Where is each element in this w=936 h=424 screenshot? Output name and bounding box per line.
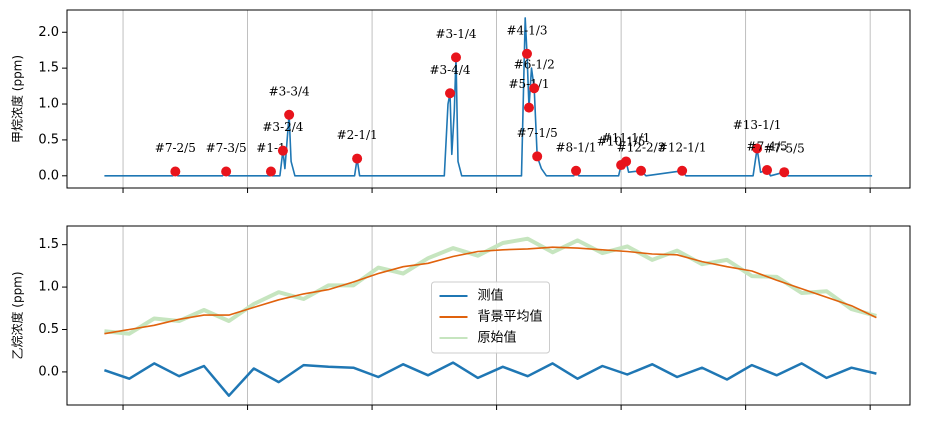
y-tick-label: 0.5 (38, 322, 59, 337)
peak-label: #5-1/1 (508, 77, 549, 91)
peak-label: #7-1/5 (517, 126, 558, 140)
peak-label: #12-2/3 (617, 140, 666, 154)
peak-point (284, 109, 295, 120)
peak-point (529, 83, 540, 94)
y-axis-label: 甲烷浓度 (ppm) (10, 55, 25, 143)
peak-label: #7-4/5 (747, 140, 788, 154)
line-series (104, 246, 877, 335)
peak-label: #7-2/5 (155, 141, 196, 155)
peak-point (521, 48, 532, 59)
legend-label: 原始值 (478, 330, 517, 346)
y-tick-label: 1.0 (38, 97, 59, 112)
plot-area (103, 236, 877, 397)
y-tick-label: 0.5 (38, 132, 59, 147)
peak-point (677, 165, 688, 176)
peak-label: #11-1/1 (602, 131, 651, 145)
peak-point (621, 156, 632, 167)
peak-point (779, 167, 790, 178)
peak-label: #3-3/4 (269, 84, 310, 98)
peak-label: #3-4/4 (429, 63, 470, 77)
y-axis-label: 乙烷浓度 (ppm) (10, 271, 25, 359)
y-tick-label: 2.0 (38, 25, 59, 40)
peak-point (523, 102, 534, 113)
legend-label: 测值 (478, 288, 504, 304)
peak-point (636, 165, 647, 176)
peak-point (445, 88, 456, 99)
line-series (103, 361, 877, 397)
peak-label: #12-1/1 (658, 140, 707, 154)
peak-point (532, 151, 543, 162)
peak-point (352, 153, 363, 164)
axes-frame (66, 225, 911, 406)
peak-point (221, 166, 232, 177)
peak-label: #7-5/5 (764, 142, 805, 156)
peak-label: #4-1/3 (506, 23, 547, 37)
peak-label: #3-2/4 (262, 120, 303, 134)
peak-label: #10-1/5 (597, 135, 646, 149)
peak-point (752, 143, 763, 154)
peak-label: #13-1/1 (733, 118, 782, 132)
y-tick-label: 1.0 (38, 280, 59, 295)
peak-label: #6-1/2 (514, 58, 555, 72)
legend-box (431, 281, 550, 354)
peak-point (451, 52, 462, 63)
peak-label: #3-1/4 (435, 27, 476, 41)
peak-label: #2-1/1 (337, 128, 378, 142)
y-tick-label: 0.0 (38, 364, 59, 379)
legend-label: 背景平均值 (478, 309, 543, 325)
line-series (104, 236, 877, 336)
y-tick-label: 0.0 (38, 168, 59, 183)
peak-point (170, 166, 181, 177)
peak-point (277, 145, 288, 156)
y-tick-label: 1.5 (38, 61, 59, 76)
y-tick-label: 1.5 (38, 237, 59, 252)
peak-label: #7-3/5 (206, 141, 247, 155)
peak-label: #8-1/1 (556, 140, 597, 154)
peak-point (265, 166, 276, 177)
axes-frame (66, 9, 911, 189)
peak-point (762, 165, 773, 176)
peak-point (571, 165, 582, 176)
